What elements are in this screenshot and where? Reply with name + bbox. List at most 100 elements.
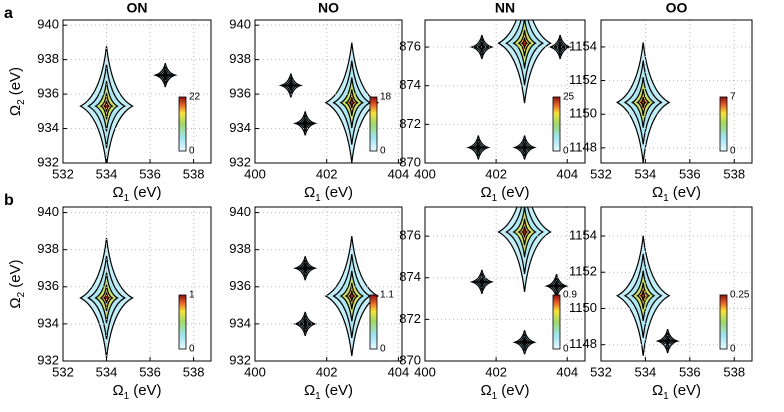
y-tick-label: 1154 bbox=[569, 38, 597, 53]
y-tick-label: 938 bbox=[37, 241, 59, 256]
x-tick-label: 538 bbox=[183, 364, 205, 379]
colorbar-tick-label: 0.9 bbox=[563, 290, 577, 301]
x-tick-label: 402 bbox=[316, 364, 338, 379]
y-tick-label: 938 bbox=[229, 51, 251, 66]
y-tick-label: 1154 bbox=[569, 227, 597, 242]
plot-area bbox=[615, 42, 671, 163]
y-tick-label: 872 bbox=[399, 116, 421, 131]
label-subscript: 1 bbox=[315, 391, 321, 402]
x-tick-label: 400 bbox=[414, 166, 436, 181]
x-tick-label: 538 bbox=[183, 166, 205, 181]
y-tick-label: 1148 bbox=[569, 336, 597, 351]
contour-level bbox=[302, 266, 309, 270]
contour-level bbox=[302, 322, 309, 326]
y-tick-label: 1150 bbox=[569, 106, 597, 121]
colorbar-tick-label: 7 bbox=[730, 92, 736, 103]
colorbar-tick-label: 0 bbox=[380, 344, 386, 355]
x-tick-label: 400 bbox=[414, 364, 436, 379]
colorbar-tick-label: 0.25 bbox=[730, 290, 750, 301]
contour-level bbox=[556, 45, 564, 49]
x-tick-label: 536 bbox=[139, 364, 161, 379]
plot-frame bbox=[424, 206, 586, 362]
label-unit: (eV) bbox=[501, 184, 529, 201]
colorbar-tick-label: 1 bbox=[189, 290, 195, 301]
label-symbol: Ω bbox=[480, 184, 491, 201]
label-symbol: Ω bbox=[652, 382, 663, 399]
label-unit: (eV) bbox=[673, 382, 701, 399]
y-tick-label: 872 bbox=[399, 311, 421, 326]
colorbar-tick-label: 0 bbox=[563, 146, 569, 157]
contour-level bbox=[521, 146, 528, 149]
colorbar-tick-label: 0 bbox=[189, 146, 195, 157]
contour-level bbox=[520, 226, 529, 238]
x-tick-label: 534 bbox=[96, 166, 118, 181]
contour-level bbox=[302, 122, 309, 125]
y-tick-label: 876 bbox=[399, 38, 421, 53]
label-unit: (eV) bbox=[7, 259, 24, 287]
x-tick-label: 532 bbox=[590, 364, 612, 379]
plot-frame bbox=[254, 206, 403, 362]
axis-label: Ω1 (eV) bbox=[112, 184, 161, 204]
contour-level bbox=[521, 341, 528, 344]
x-tick-label: 404 bbox=[388, 166, 410, 181]
y-tick-label: 934 bbox=[37, 120, 59, 135]
plot-area bbox=[79, 46, 178, 163]
y-tick-label: 938 bbox=[37, 51, 59, 66]
colorbar bbox=[178, 294, 187, 350]
x-tick-label: 532 bbox=[52, 166, 74, 181]
colorbar-tick-label: 0 bbox=[380, 146, 386, 157]
contour-level bbox=[287, 84, 294, 87]
axis-label: Ω1 (eV) bbox=[652, 184, 701, 204]
label-subscript: 1 bbox=[663, 391, 669, 402]
colorbar-tick-label: 18 bbox=[380, 92, 392, 103]
contour-level bbox=[664, 339, 671, 343]
colorbar bbox=[369, 294, 378, 350]
y-tick-label: 1150 bbox=[569, 300, 597, 315]
colorbar bbox=[719, 96, 728, 152]
axis-label: Ω1 (eV) bbox=[112, 382, 161, 402]
axis-label: Ω1 (eV) bbox=[480, 382, 529, 402]
y-tick-label: 934 bbox=[229, 120, 251, 135]
x-tick-label: 536 bbox=[679, 364, 701, 379]
label-unit: (eV) bbox=[133, 382, 161, 399]
x-tick-label: 404 bbox=[556, 364, 578, 379]
y-tick-label: 874 bbox=[399, 77, 421, 92]
plot-frame bbox=[254, 19, 403, 164]
y-tick-label: 1152 bbox=[569, 264, 597, 279]
colorbar bbox=[178, 96, 187, 152]
x-tick-label: 534 bbox=[635, 364, 657, 379]
colorbar bbox=[719, 294, 728, 350]
plot-area bbox=[469, 207, 569, 355]
plot-area bbox=[278, 42, 380, 163]
y-tick-label: 940 bbox=[37, 17, 59, 32]
plot-frame bbox=[600, 206, 753, 362]
axis-label: Ω1 (eV) bbox=[304, 184, 353, 204]
panel-letter: a bbox=[4, 5, 13, 22]
y-tick-label: 1148 bbox=[569, 139, 597, 154]
x-tick-label: 538 bbox=[723, 364, 745, 379]
y-tick-label: 940 bbox=[229, 17, 251, 32]
plot-frame bbox=[600, 19, 753, 164]
colorbar-tick-label: 0 bbox=[189, 344, 195, 355]
contour-level bbox=[639, 290, 647, 302]
colorbar-tick-label: 0 bbox=[730, 146, 736, 157]
contour-level bbox=[475, 146, 482, 149]
label-unit: (eV) bbox=[7, 67, 24, 95]
colorbar-tick-label: 0 bbox=[730, 344, 736, 355]
label-subscript: 1 bbox=[124, 391, 130, 402]
label-symbol: Ω bbox=[112, 382, 123, 399]
label-symbol: Ω bbox=[112, 184, 123, 201]
y-tick-label: 936 bbox=[37, 86, 59, 101]
contour-level bbox=[553, 284, 560, 288]
label-symbol: Ω bbox=[304, 184, 315, 201]
y-tick-label: 934 bbox=[229, 315, 251, 330]
y-tick-label: 932 bbox=[229, 154, 251, 169]
plot-frame bbox=[424, 19, 586, 164]
x-tick-label: 536 bbox=[679, 166, 701, 181]
y-tick-label: 936 bbox=[229, 86, 251, 101]
x-tick-label: 534 bbox=[96, 364, 118, 379]
axis-label: Ω2 (eV) bbox=[7, 67, 27, 116]
y-tick-label: 1152 bbox=[569, 72, 597, 87]
label-subscript: 1 bbox=[663, 193, 669, 204]
